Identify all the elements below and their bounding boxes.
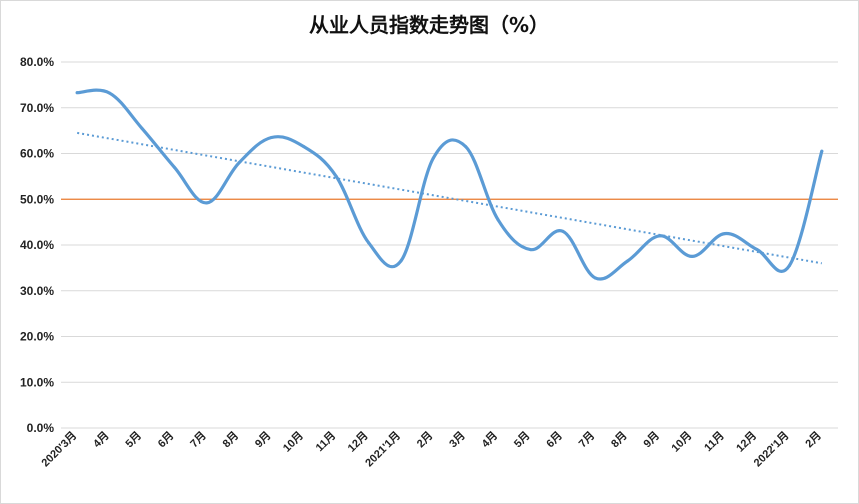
trendline [77,131,822,265]
data-point [593,276,597,280]
y-tick-label: 20.0% [20,330,54,344]
data-point [399,259,403,263]
y-tick-label: 60.0% [20,147,54,161]
data-point [367,241,371,245]
data-point [690,254,694,258]
y-tick-label: 40.0% [20,238,54,252]
data-point [269,135,273,139]
y-tick-label: 30.0% [20,284,54,298]
data-point [787,264,791,268]
data-point [723,232,727,236]
y-tick-label: 70.0% [20,101,54,115]
y-tick-label: 80.0% [20,55,54,69]
y-tick-label: 0.0% [27,421,55,435]
data-point [464,145,468,149]
series-layer [75,88,824,281]
data-point [561,229,565,233]
data-point [496,218,500,222]
y-tick-label: 50.0% [20,192,54,206]
data-point [108,91,112,95]
data-point [334,174,338,178]
data-point [75,91,79,95]
data-point [528,248,532,252]
chart-title: 从业人员指数走势图（%） [309,13,549,37]
data-point [172,165,176,169]
data-point [658,234,662,238]
data-point [431,156,435,160]
data-point [626,259,630,263]
data-point [140,126,144,130]
data-point [820,149,824,153]
data-point [755,248,759,252]
trendline-layer [77,131,822,265]
data-point [237,161,241,165]
y-axis-ticks: 0.0% 10.0% 20.0% 30.0% 40.0% 50.0% 60.0% 70.0% 8… [20,55,54,435]
data-point [302,145,306,149]
y-tick-label: 10.0% [20,375,54,389]
data-point [205,201,209,205]
